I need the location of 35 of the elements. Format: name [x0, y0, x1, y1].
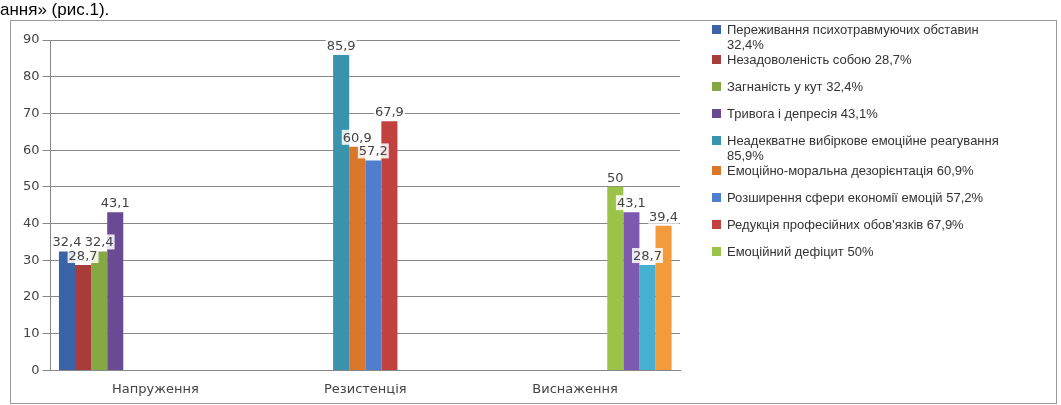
x-tick-label: Виснаження [532, 380, 618, 396]
legend-label: Незадоволеність собою 28,7% [727, 52, 912, 67]
y-tick-label: 50 [23, 178, 40, 194]
x-tick-label: Напруження [112, 380, 199, 396]
legend-label: Емоційний дефіцит 50% [727, 244, 874, 259]
data-label: 32,4 [84, 234, 114, 250]
legend-label: Емоційно-моральна дезорієнтація 60,9% [727, 163, 974, 178]
data-label: 67,9 [374, 104, 404, 120]
legend-label: Загнаність у кут 32,4% [727, 79, 864, 94]
x-tick-label: Резистенція [323, 380, 407, 396]
data-label: 32,4 [52, 234, 82, 250]
data-label: 43,1 [100, 195, 130, 211]
legend-label: Неадекватне вибіркове емоційне реагування 85,9% [727, 133, 1000, 163]
y-tick-label: 60 [23, 141, 40, 157]
y-tick-label: 90 [23, 31, 40, 47]
data-label: 85,9 [326, 37, 356, 53]
legend-label: Переживання психотравмуючих обставин 32,4% [727, 22, 980, 52]
y-tick-label: 30 [23, 251, 40, 267]
y-tick-label: 20 [23, 288, 40, 304]
legend-label: Розширення сфери економії емоцій 57,2% [727, 190, 984, 205]
data-label: 43,1 [616, 195, 646, 211]
y-tick-label: 40 [23, 214, 40, 230]
text: ання» (рис.1). [0, 0, 110, 20]
legend-label: Тривога і депресія 43,1% [727, 106, 878, 121]
y-tick-label: 0 [31, 361, 40, 377]
data-label: 50 [607, 169, 624, 185]
data-label: 39,4 [649, 208, 679, 224]
legend-label: Редукція професійних обов'язків 67,9% [727, 217, 964, 232]
y-tick-label: 10 [23, 325, 40, 341]
data-label: 57,2 [358, 143, 388, 159]
data-label: 28,7 [633, 247, 662, 263]
y-tick-label: 80 [23, 68, 40, 84]
y-tick-label: 70 [23, 104, 40, 120]
data-label: 28,7 [68, 247, 98, 263]
data-label: 60,9 [342, 129, 372, 145]
